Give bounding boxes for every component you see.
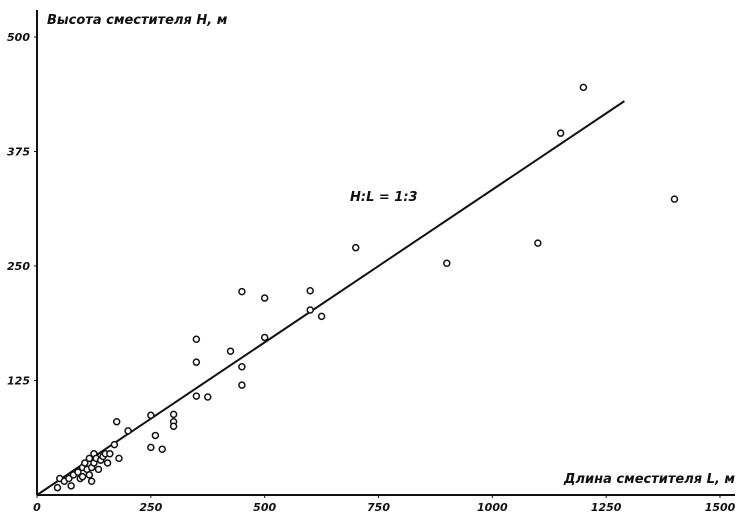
data-point: [78, 472, 87, 481]
x-tick-label: 500: [253, 501, 276, 514]
data-point: [534, 239, 542, 247]
data-point: [226, 347, 235, 355]
data-point: [103, 459, 112, 467]
y-tick-label: 250: [7, 260, 30, 273]
data-point: [74, 468, 82, 476]
y-tick-label: 375: [7, 146, 30, 159]
x-tick-label: 1000: [477, 501, 508, 514]
data-point: [192, 335, 201, 344]
data-point: [192, 392, 201, 400]
data-point: [556, 129, 565, 137]
data-point: [204, 393, 212, 401]
data-points: [53, 83, 679, 492]
data-point: [351, 243, 360, 252]
data-point: [443, 259, 451, 268]
data-point: [94, 465, 103, 474]
data-point: [169, 422, 178, 431]
x-tick-labels: 0 250 500 750 1000 1250 1500: [33, 495, 736, 514]
data-point: [147, 443, 155, 452]
data-point: [53, 483, 62, 492]
data-point: [124, 427, 132, 435]
data-point: [81, 459, 89, 467]
y-tick-label: 125: [7, 375, 30, 388]
data-point: [151, 431, 160, 440]
x-tick-label: 0: [33, 501, 41, 514]
ratio-annotation: H:L = 1:3: [350, 190, 418, 205]
data-point: [158, 445, 166, 453]
data-point: [110, 440, 119, 449]
y-tick-label: 500: [7, 31, 30, 44]
x-axis-title: Длина сместителя L, м: [563, 472, 735, 487]
data-point: [238, 381, 246, 389]
x-tick-label: 1500: [705, 501, 736, 514]
x-tick-label: 750: [367, 501, 390, 514]
x-tick-label: 1250: [591, 501, 622, 514]
data-point: [306, 286, 314, 295]
y-tick-labels: 125 250 375 500: [7, 31, 37, 388]
data-point: [260, 333, 269, 342]
data-point: [670, 195, 679, 203]
data-point: [147, 411, 155, 420]
data-point: [579, 83, 588, 92]
axes: [36, 10, 735, 496]
data-point: [317, 312, 326, 321]
data-point: [169, 410, 178, 419]
data-point: [115, 454, 123, 463]
data-point: [238, 363, 246, 371]
y-axis-title: Высота сместителя H, м: [47, 13, 228, 28]
x-tick-label: 250: [139, 501, 162, 514]
data-point: [260, 294, 269, 302]
data-point: [67, 482, 75, 490]
data-point: [85, 454, 94, 463]
data-point: [106, 450, 114, 458]
data-point: [85, 471, 94, 479]
data-point: [87, 477, 96, 486]
data-point: [238, 287, 246, 296]
data-point: [306, 306, 314, 314]
trend-line: [36, 100, 625, 496]
data-point: [192, 358, 201, 366]
data-point: [112, 417, 121, 426]
